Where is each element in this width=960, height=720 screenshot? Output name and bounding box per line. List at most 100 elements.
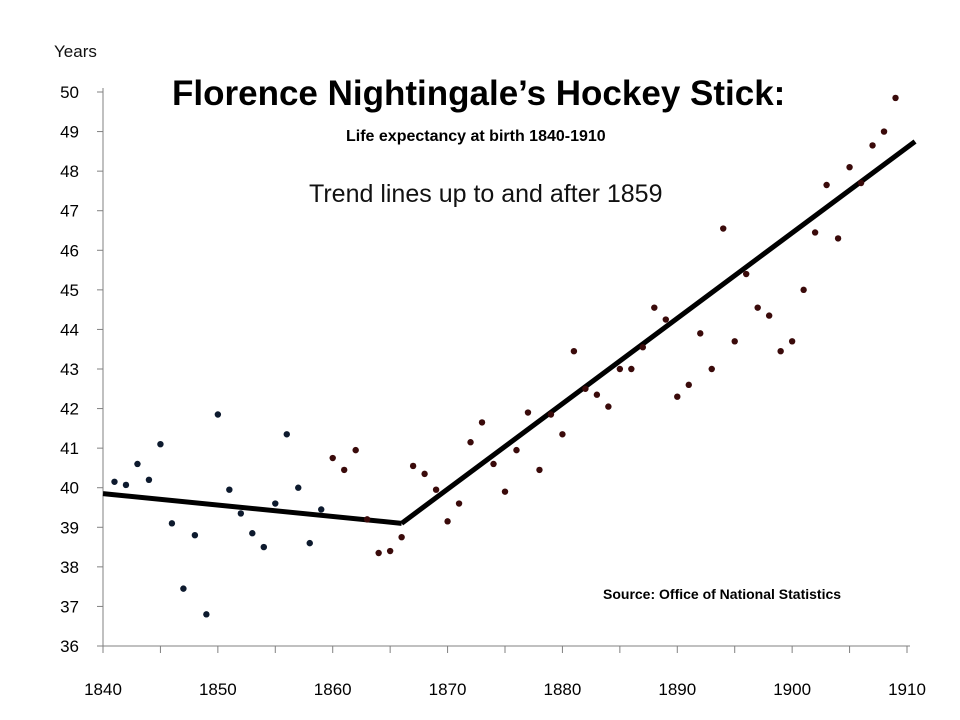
data-point: [651, 304, 658, 311]
y-tick-label: 37: [60, 597, 79, 616]
data-point: [122, 481, 130, 489]
x-tick-label: 1900: [773, 680, 811, 699]
data-point: [582, 385, 589, 392]
data-point: [318, 506, 325, 513]
data-point: [892, 94, 899, 102]
data-point: [421, 470, 428, 478]
tick-labels: 36 37 38 39 40 41 42 43 44 45 46 47 48 49 50 1840 1850 18…: [60, 83, 926, 699]
data-point: [214, 411, 222, 418]
data-point: [697, 330, 704, 337]
data-point: [628, 365, 635, 373]
data-point: [455, 500, 463, 507]
y-tick-label: 38: [60, 558, 79, 577]
data-point: [731, 338, 738, 345]
data-point: [249, 530, 256, 537]
data-point: [467, 439, 474, 446]
y-tick-label: 43: [60, 360, 79, 379]
data-point: [111, 478, 118, 485]
data-point: [398, 533, 405, 541]
y-tick-label: 36: [60, 637, 79, 656]
data-point: [570, 347, 578, 355]
data-point: [329, 454, 336, 462]
data-point: [180, 585, 187, 592]
data-point: [191, 532, 199, 539]
data-point: [432, 486, 440, 493]
trend-lines: [102, 139, 917, 526]
y-tick-label: 50: [60, 83, 79, 102]
data-point: [237, 510, 245, 517]
y-tick-label: 40: [60, 479, 79, 498]
x-tick-label: 1880: [544, 680, 582, 699]
data-point: [375, 549, 382, 557]
data-point: [363, 516, 371, 523]
data-points: [111, 94, 899, 618]
data-point: [145, 476, 153, 483]
data-point: [685, 381, 692, 389]
y-tick-label: 42: [60, 400, 79, 419]
data-point: [341, 466, 348, 474]
y-tick-label: 49: [60, 123, 79, 142]
data-point: [444, 518, 451, 525]
data-point: [720, 225, 727, 232]
y-tick-label: 44: [60, 320, 79, 339]
data-point: [846, 163, 853, 171]
data-point: [513, 446, 520, 454]
data-point: [203, 611, 210, 618]
data-point: [306, 539, 313, 547]
data-point: [616, 365, 624, 373]
data-point: [754, 304, 761, 311]
data-point: [295, 484, 302, 491]
trend-line-before-1859: [102, 491, 402, 526]
data-point: [708, 365, 715, 373]
data-point: [777, 347, 784, 355]
y-tick-label: 39: [60, 518, 79, 537]
data-point: [272, 500, 279, 507]
x-tick-label: 1870: [429, 680, 467, 699]
axes: [97, 88, 910, 653]
data-point: [765, 312, 773, 319]
data-point: [834, 235, 842, 242]
y-tick-label: 45: [60, 281, 79, 300]
data-point: [880, 128, 888, 135]
data-point: [605, 403, 612, 410]
data-point: [490, 460, 497, 468]
trend-line-after-1859: [400, 139, 917, 526]
chart-annotation: Trend lines up to and after 1859: [309, 180, 663, 208]
x-tick-label: 1840: [84, 680, 122, 699]
data-point: [857, 179, 865, 187]
x-tick-label: 1890: [658, 680, 696, 699]
y-tick-label: 41: [60, 439, 79, 458]
y-tick-label: 46: [60, 241, 79, 260]
data-point: [283, 431, 290, 438]
data-point: [501, 488, 509, 495]
data-point: [260, 543, 267, 551]
y-tick-label: 47: [60, 202, 79, 221]
chart-subtitle: Life expectancy at birth 1840-1910: [346, 128, 606, 145]
data-point: [788, 338, 796, 345]
data-point: [811, 229, 819, 236]
x-tick-label: 1850: [199, 680, 237, 699]
data-point: [800, 286, 807, 294]
data-point: [869, 142, 876, 149]
data-point: [386, 547, 394, 555]
data-point: [168, 520, 176, 527]
data-point: [478, 419, 486, 426]
data-point: [409, 462, 417, 470]
data-point: [226, 486, 233, 493]
y-tick-label: 48: [60, 162, 79, 181]
data-point: [524, 409, 532, 416]
data-point: [662, 316, 669, 323]
data-point: [593, 391, 601, 398]
data-point: [743, 270, 750, 278]
data-point: [559, 431, 566, 438]
data-point: [823, 181, 830, 189]
y-axis-label: Years: [54, 42, 97, 61]
data-point: [547, 411, 555, 418]
data-point: [352, 446, 359, 454]
source-note: Source: Office of National Statistics: [603, 586, 842, 602]
x-tick-label: 1910: [888, 680, 926, 699]
data-point: [134, 460, 141, 468]
data-point: [639, 344, 647, 351]
x-tick-label: 1860: [314, 680, 352, 699]
